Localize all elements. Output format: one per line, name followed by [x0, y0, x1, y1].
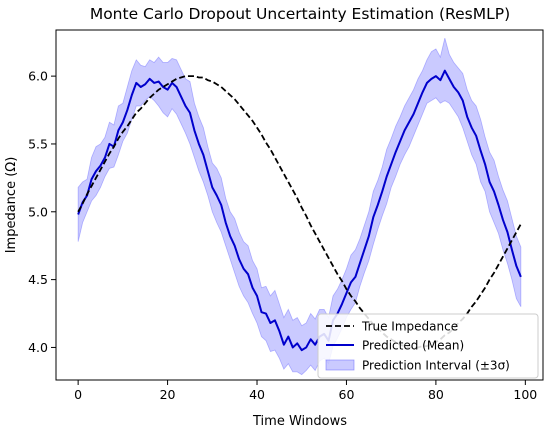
y-tick-label: 4.0 [28, 340, 48, 355]
legend-prediction-interval-swatch [325, 359, 355, 371]
y-tick-label: 5.5 [28, 136, 48, 151]
x-tick-label: 0 [74, 387, 82, 402]
chart-title: Monte Carlo Dropout Uncertainty Estimati… [90, 5, 510, 23]
predicted-mean-line [77, 69, 522, 352]
legend: True Impedance Predicted (Mean) Prediction… [317, 313, 539, 379]
plot-frame [55, 29, 544, 381]
legend-true-impedance-label: True Impedance [361, 320, 458, 334]
legend-prediction-interval-label: Prediction Interval (±3σ) [362, 359, 510, 373]
true-impedance-line [77, 75, 522, 349]
y-tick-label: 4.5 [28, 272, 48, 287]
x-tick-label: 60 [339, 387, 355, 402]
plot-area: 0 20 40 60 80 100 4.0 4.5 5.0 5.5 6.0 [28, 29, 544, 402]
x-tick-label: 40 [249, 387, 265, 402]
y-axis-label: Impedance (Ω) [4, 157, 19, 254]
x-axis-label: Time Windows [252, 414, 347, 429]
y-tick-label: 6.0 [28, 69, 48, 84]
legend-box [317, 313, 539, 379]
x-tick-label: 100 [513, 387, 537, 402]
x-tick-label: 80 [428, 387, 444, 402]
legend-predicted-mean-label: Predicted (Mean) [362, 339, 464, 353]
x-tick-label: 20 [160, 387, 176, 402]
y-tick-label: 5.0 [28, 204, 48, 219]
